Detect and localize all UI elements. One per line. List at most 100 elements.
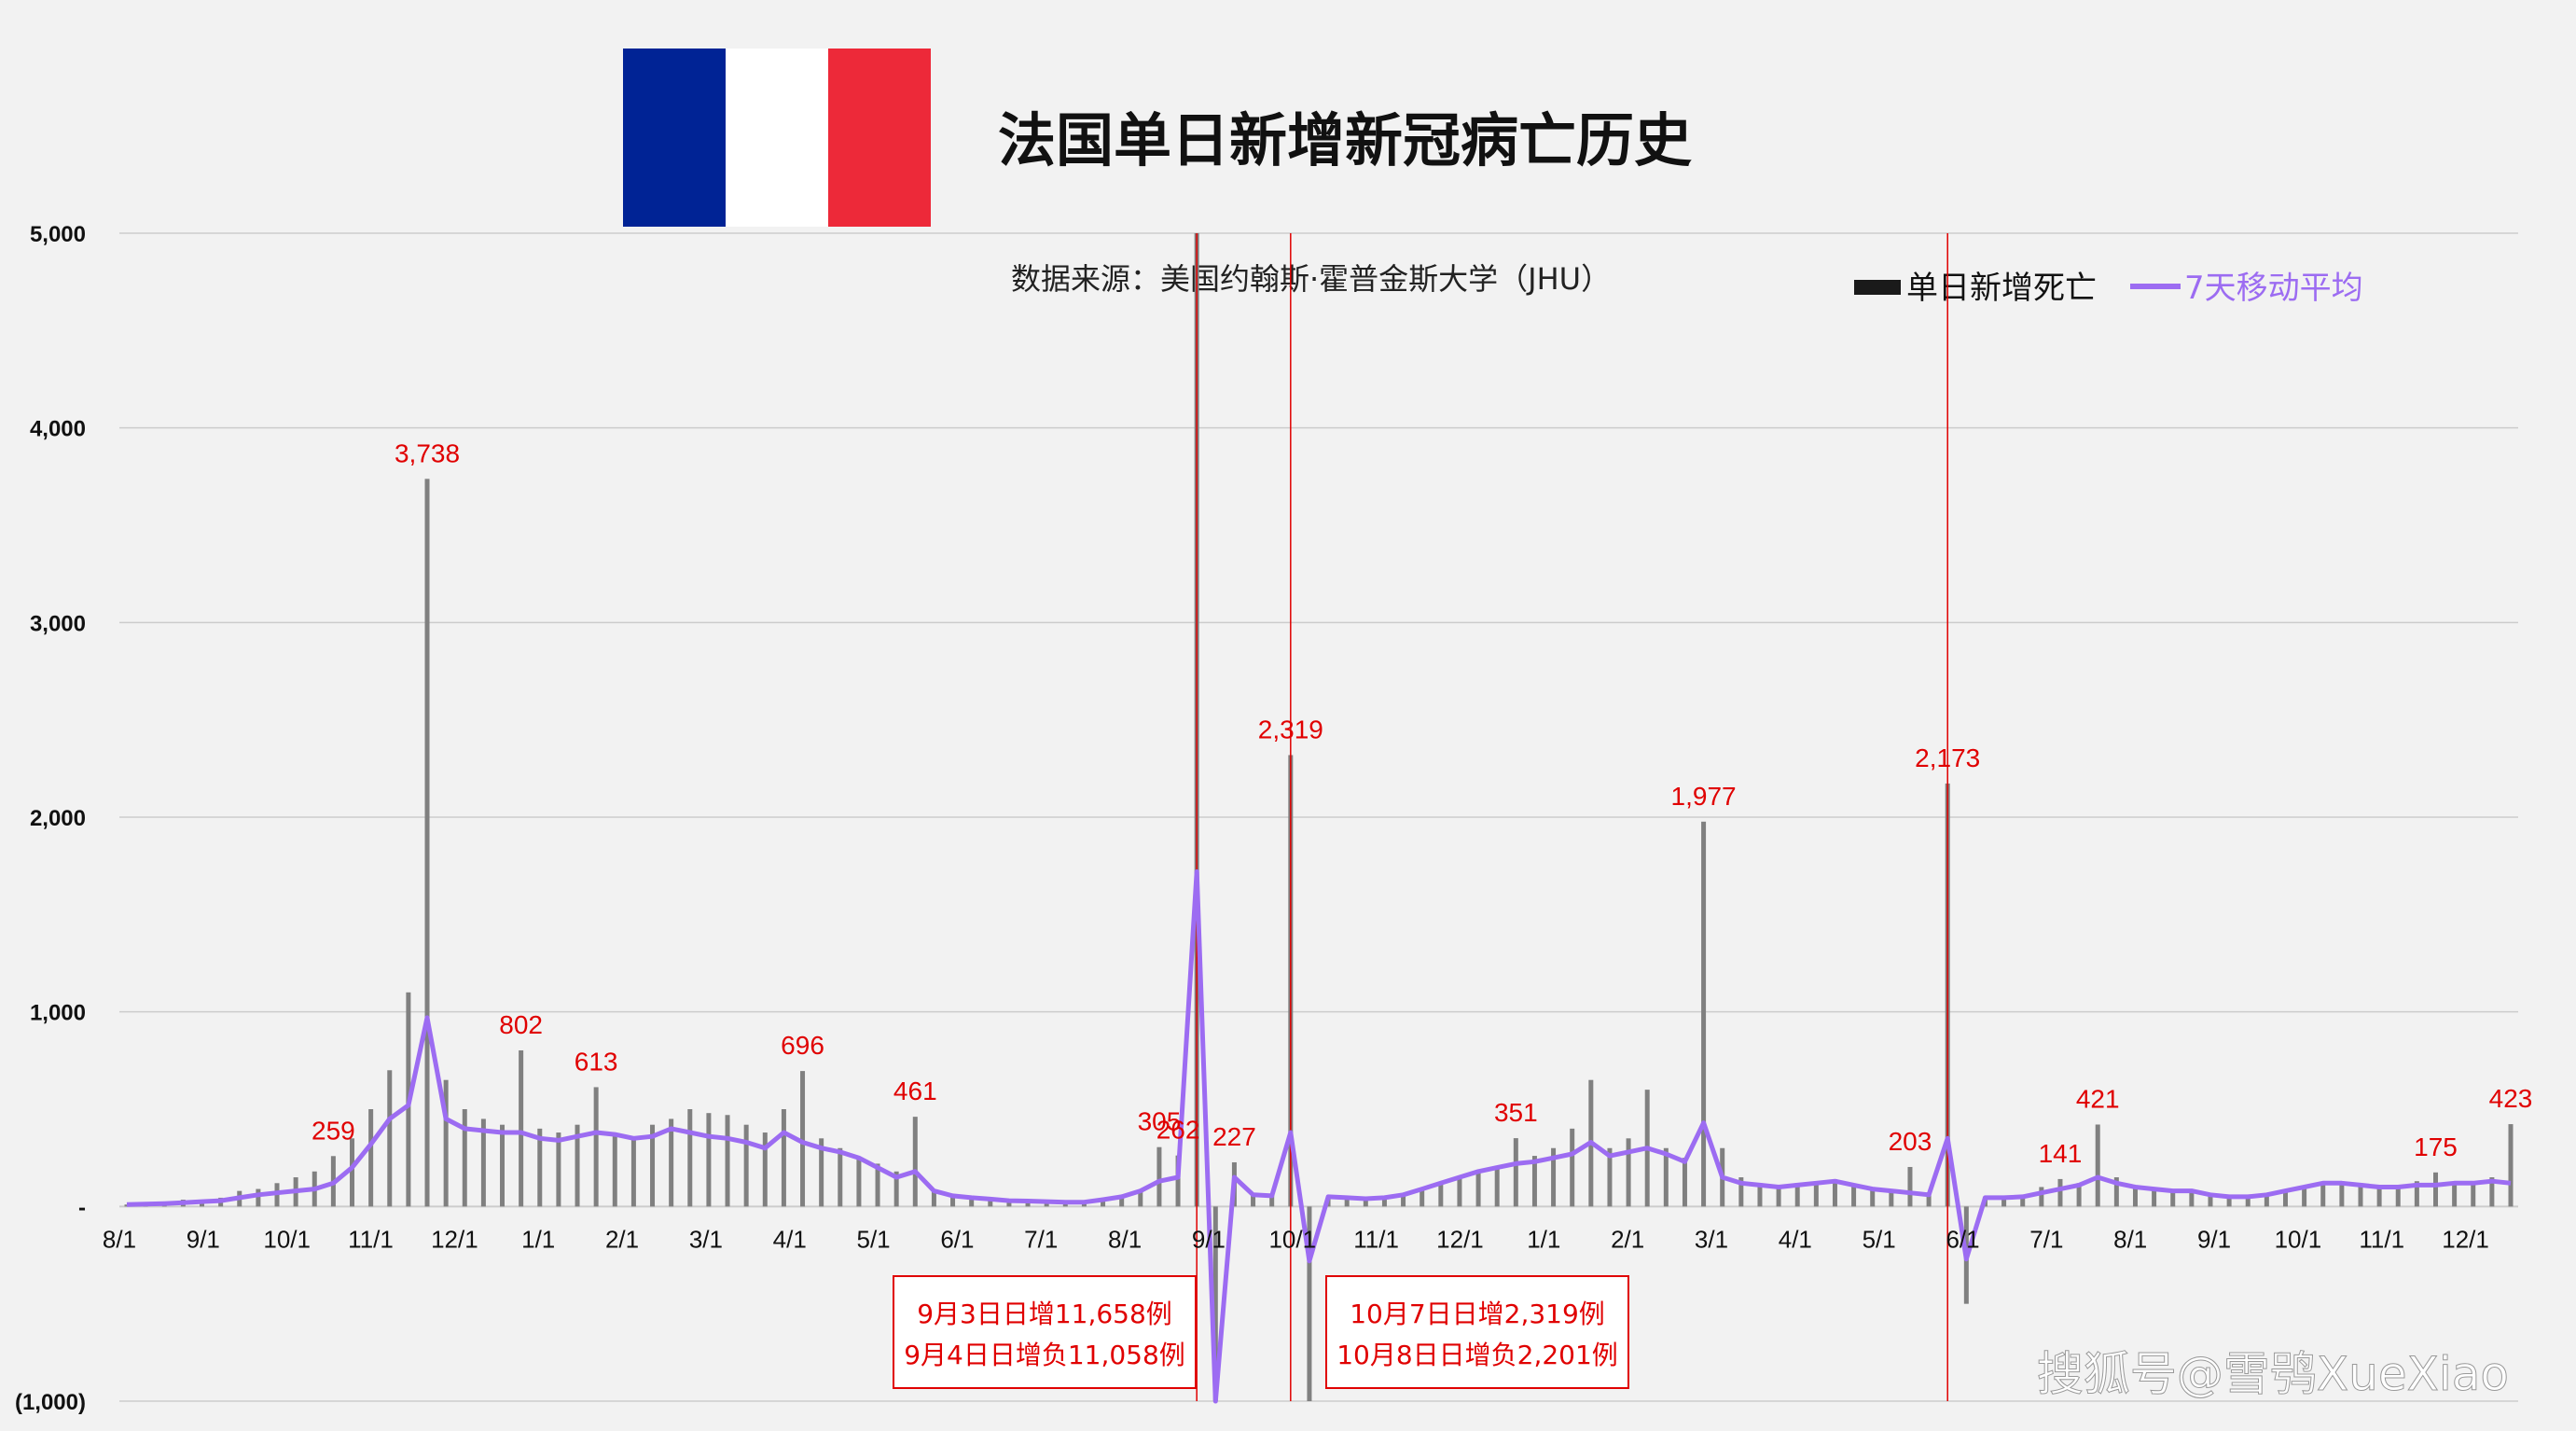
bar <box>2395 1187 2401 1207</box>
bar <box>1570 1128 1575 1207</box>
bar <box>1663 1147 1669 1207</box>
data-label: 2,319 <box>1258 715 1323 743</box>
x-tick-label: 8/1 <box>103 1225 136 1253</box>
flag-stripe-white <box>726 49 828 227</box>
bar <box>2057 1178 2063 1207</box>
x-tick-label: 10/1 <box>2275 1225 2322 1253</box>
bar <box>1062 1202 1068 1207</box>
legend-label-7day-average: 7天移动平均 <box>2184 270 2363 307</box>
bar <box>1081 1202 1087 1207</box>
bar <box>1701 821 1707 1207</box>
bar <box>1457 1177 1462 1207</box>
bar <box>2208 1194 2213 1207</box>
bar <box>2432 1172 2438 1207</box>
x-tick-label: 7/1 <box>1024 1225 1058 1253</box>
data-label: 802 <box>499 1010 543 1039</box>
x-tick-label: 12/1 <box>431 1225 478 1253</box>
x-tick-label: 5/1 <box>856 1225 890 1253</box>
bar <box>988 1198 993 1207</box>
data-label: 3,738 <box>395 438 460 467</box>
data-label: 141 <box>2039 1139 2083 1168</box>
bar <box>969 1196 975 1207</box>
bar <box>2095 1124 2100 1207</box>
x-tick-label: 1/1 <box>1527 1225 1560 1253</box>
x-tick-label: 11/1 <box>2359 1225 2404 1253</box>
bar <box>612 1132 617 1207</box>
bar <box>2170 1190 2176 1207</box>
x-tick-label: 8/1 <box>2113 1225 2147 1253</box>
bar <box>650 1124 656 1207</box>
bar <box>1513 1138 1518 1207</box>
bar <box>2376 1185 2382 1207</box>
bar <box>2039 1187 2044 1207</box>
legend-label-daily-deaths: 单日新增死亡 <box>1906 270 2097 307</box>
bar <box>1006 1201 1012 1207</box>
note-oct-line2: 10月8日日增负2,201例 <box>1336 1340 1618 1370</box>
bar <box>2245 1196 2251 1207</box>
note-sep-line2: 9月4日日增负11,058例 <box>904 1340 1185 1370</box>
bar <box>2020 1194 2026 1207</box>
bar <box>1119 1196 1125 1207</box>
data-label: 696 <box>781 1031 824 1060</box>
bar <box>2471 1181 2476 1207</box>
x-tick-label: 9/1 <box>187 1225 220 1253</box>
legend-swatch-average <box>2130 284 2181 289</box>
bar <box>368 1109 374 1207</box>
bar <box>931 1190 936 1207</box>
bar <box>1738 1177 1744 1207</box>
y-axis: 5,000 4,000 3,000 2,000 1,000 - (1,000) <box>15 222 86 1415</box>
bar <box>912 1117 918 1207</box>
bar <box>1307 1206 1312 1401</box>
bar <box>706 1113 712 1207</box>
bar <box>1757 1183 1763 1207</box>
bar <box>556 1132 561 1207</box>
x-tick-label: 10/1 <box>263 1225 311 1253</box>
x-tick-label: 12/1 <box>2442 1225 2489 1253</box>
watermark: 搜狐号@雪鸮XueXiao <box>2037 1347 2509 1401</box>
x-tick-label: 9/1 <box>2197 1225 2231 1253</box>
x-tick-label: 6/1 <box>940 1225 974 1253</box>
bar <box>2339 1181 2345 1207</box>
legend-swatch-bars <box>1854 280 1901 295</box>
bar <box>1776 1185 1781 1207</box>
bar <box>1494 1167 1500 1207</box>
y-tick-label: 2,000 <box>30 806 86 831</box>
chart-title: 法国单日新增新冠病亡历史 <box>998 106 1692 174</box>
x-tick-label: 3/1 <box>1695 1225 1728 1253</box>
bar <box>1794 1183 1800 1207</box>
y-tick-label: 3,000 <box>30 611 86 636</box>
bar <box>2076 1183 2082 1207</box>
bar <box>350 1138 355 1207</box>
bar <box>893 1171 899 1207</box>
bar <box>2489 1177 2495 1207</box>
bar <box>500 1124 506 1207</box>
y-tick-label: - <box>78 1195 86 1220</box>
data-label: 227 <box>1212 1122 1256 1151</box>
bar <box>1401 1194 1406 1207</box>
bar <box>743 1124 749 1207</box>
bar <box>856 1158 862 1207</box>
x-tick-label: 2/1 <box>605 1225 639 1253</box>
x-tick-label: 2/1 <box>1611 1225 1644 1253</box>
bar <box>1926 1192 1932 1207</box>
data-label: 1,977 <box>1671 782 1737 811</box>
bar <box>124 1204 130 1207</box>
bar <box>443 1079 449 1207</box>
x-tick-label: 7/1 <box>2029 1225 2063 1253</box>
bar <box>1101 1200 1106 1207</box>
bar <box>2414 1181 2419 1207</box>
data-label: 421 <box>2076 1084 2120 1113</box>
bar <box>1907 1166 1913 1207</box>
x-tick-label: 1/1 <box>521 1225 555 1253</box>
bar <box>687 1109 693 1207</box>
x-tick-label: 9/1 <box>1192 1225 1226 1253</box>
data-label: 203 <box>1889 1127 1932 1156</box>
france-flag-icon <box>623 49 931 227</box>
bar <box>1889 1188 1894 1207</box>
bar <box>2132 1187 2138 1207</box>
x-tick-label: 10/1 <box>1268 1225 1316 1253</box>
bar <box>1344 1197 1350 1207</box>
bar <box>1870 1187 1876 1207</box>
data-label: 351 <box>1494 1098 1538 1127</box>
